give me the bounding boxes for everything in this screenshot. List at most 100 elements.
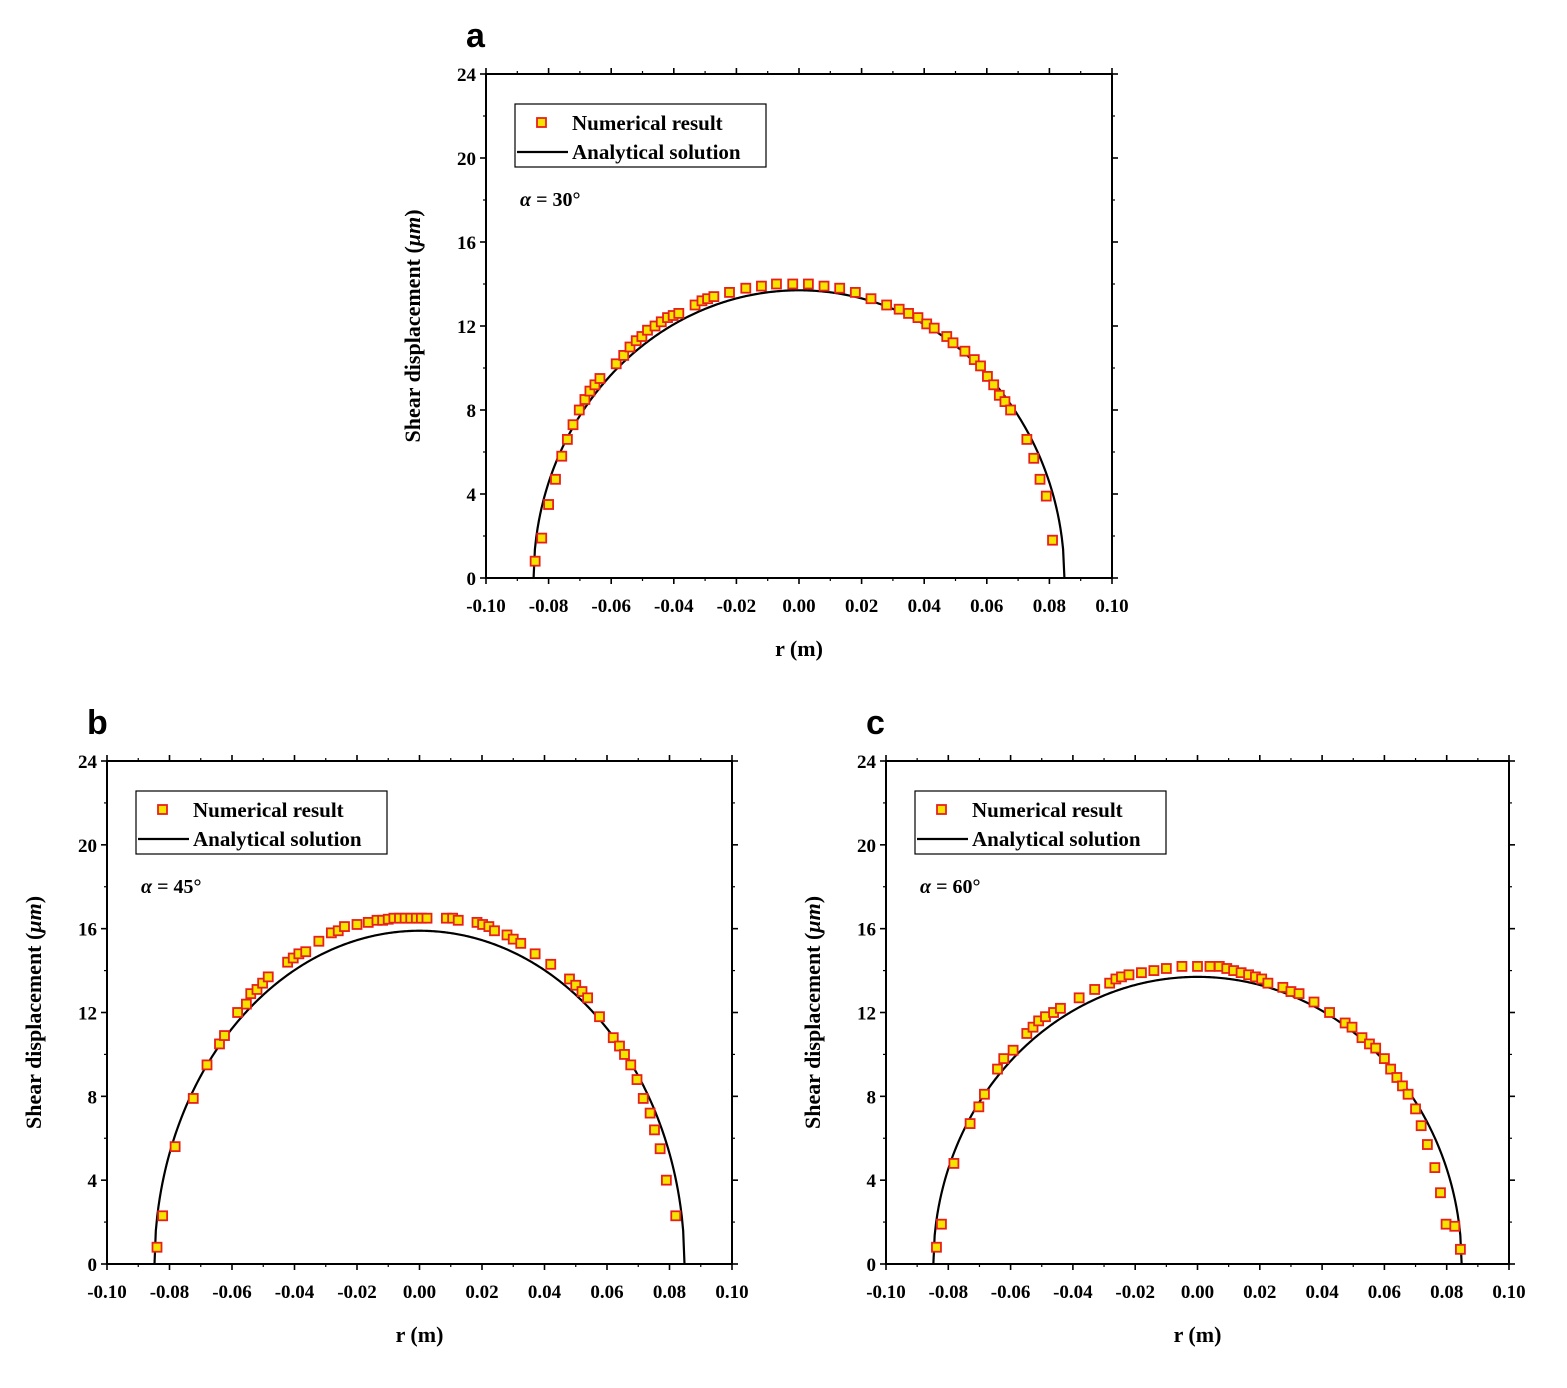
legend-box [914, 790, 1167, 855]
data-point [529, 555, 541, 567]
data-point [724, 286, 735, 298]
data-point [964, 1118, 976, 1129]
y-tick-label: 0 [467, 569, 477, 590]
data-point [1176, 960, 1188, 972]
data-point [240, 998, 252, 1010]
y-tick-label: 16 [78, 920, 97, 941]
data-point [903, 307, 914, 319]
legend: Numerical result Analytical solution [514, 103, 767, 168]
chart-panel-b: b -0.10 -0.08 -0.06 -0.04 -0.02 0.00 0.02 0.04 0.… [21, 704, 749, 1347]
data-point [881, 299, 893, 311]
angle-symbol: α [520, 189, 532, 211]
angle-value: = 60° [931, 876, 980, 898]
data-point [567, 419, 579, 431]
data-point [625, 1059, 637, 1071]
data-point [865, 293, 877, 305]
x-tick-label: 0.04 [908, 596, 942, 617]
legend-label: Analytical solution [972, 827, 1141, 851]
data-point [1148, 965, 1160, 976]
x-tick-label: 0.08 [1430, 1282, 1463, 1303]
legend-label: Numerical result [972, 798, 1123, 822]
panel-label: a [466, 17, 486, 55]
y-axis-title: Shear displacement (μm) [21, 896, 46, 1129]
data-point [1160, 963, 1172, 974]
y-tick-label: 4 [867, 1171, 877, 1192]
y-axis-title-unit: μm [21, 903, 46, 933]
x-tick-label: -0.10 [466, 596, 506, 617]
data-point [219, 1030, 230, 1041]
data-point [1293, 988, 1305, 1000]
data-point [670, 1210, 682, 1222]
data-point [529, 948, 541, 960]
data-point [257, 977, 269, 989]
data-point [594, 373, 606, 384]
x-tick-label: 0.00 [1181, 1282, 1214, 1303]
data-point [1028, 452, 1040, 464]
data-point [1429, 1162, 1441, 1173]
data-point [421, 912, 433, 924]
data-point [673, 307, 685, 319]
data-point [740, 282, 752, 294]
legend-label: Numerical result [193, 798, 344, 822]
data-point [1021, 1028, 1033, 1039]
x-tick-label: 0.02 [1243, 1282, 1276, 1303]
data-point [968, 354, 980, 366]
x-tick-label: 0.02 [845, 596, 878, 617]
data-point [1047, 534, 1058, 546]
data-point [610, 358, 622, 370]
data-point [1204, 960, 1216, 972]
y-axis-title-suffix: ) [800, 896, 825, 903]
data-point [1356, 1032, 1368, 1044]
data-point [959, 345, 971, 357]
data-point [556, 450, 568, 462]
data-point [594, 1011, 605, 1023]
x-tick-label: -0.02 [717, 596, 757, 617]
data-point [232, 1007, 244, 1018]
data-point [1192, 960, 1203, 972]
data-point [201, 1059, 213, 1071]
data-point [1021, 433, 1033, 445]
y-tick-label: 8 [867, 1087, 877, 1108]
data-point [561, 433, 573, 445]
y-tick-label: 20 [457, 149, 476, 170]
data-point [1440, 1218, 1452, 1230]
y-tick-label: 20 [857, 836, 876, 857]
series-line-1 [932, 975, 1463, 1264]
data-point [1397, 1080, 1408, 1092]
data-point [975, 360, 986, 372]
x-tick-label: 0.00 [782, 596, 815, 617]
data-point [1402, 1088, 1414, 1100]
data-point [1262, 977, 1274, 989]
x-tick-label: -0.06 [991, 1282, 1031, 1303]
data-point [787, 278, 799, 290]
data-point [1385, 1063, 1397, 1075]
x-tick-label: -0.04 [275, 1282, 315, 1303]
legend-marker-icon [936, 804, 947, 815]
data-point [631, 1074, 643, 1085]
y-tick-label: 16 [457, 233, 476, 254]
data-point [624, 341, 636, 353]
data-point [313, 935, 325, 947]
x-tick-label: 0.02 [465, 1282, 498, 1303]
x-tick-label: -0.02 [1115, 1282, 1155, 1303]
y-tick-label: 24 [857, 752, 877, 773]
data-point [1449, 1220, 1461, 1232]
x-tick-label: 0.06 [970, 596, 1003, 617]
data-point [1027, 1021, 1039, 1033]
angle-symbol: α [141, 876, 153, 898]
data-point [893, 303, 905, 315]
x-tick-label: -0.08 [529, 596, 569, 617]
y-tick-label: 4 [88, 1171, 98, 1192]
series-line-1 [532, 289, 1066, 578]
data-point [936, 1218, 947, 1230]
data-point [1005, 404, 1016, 416]
y-axis-title-unit: μm [400, 217, 425, 247]
x-tick-label: -0.08 [929, 1282, 969, 1303]
panel-label: c [866, 704, 885, 742]
panel-label: b [87, 704, 108, 742]
x-tick-label: 0.10 [715, 1282, 748, 1303]
data-point [771, 278, 782, 290]
angle-value: = 45° [152, 876, 201, 898]
x-axis-title: r (m) [1174, 1322, 1222, 1347]
y-tick-label: 16 [857, 920, 876, 941]
